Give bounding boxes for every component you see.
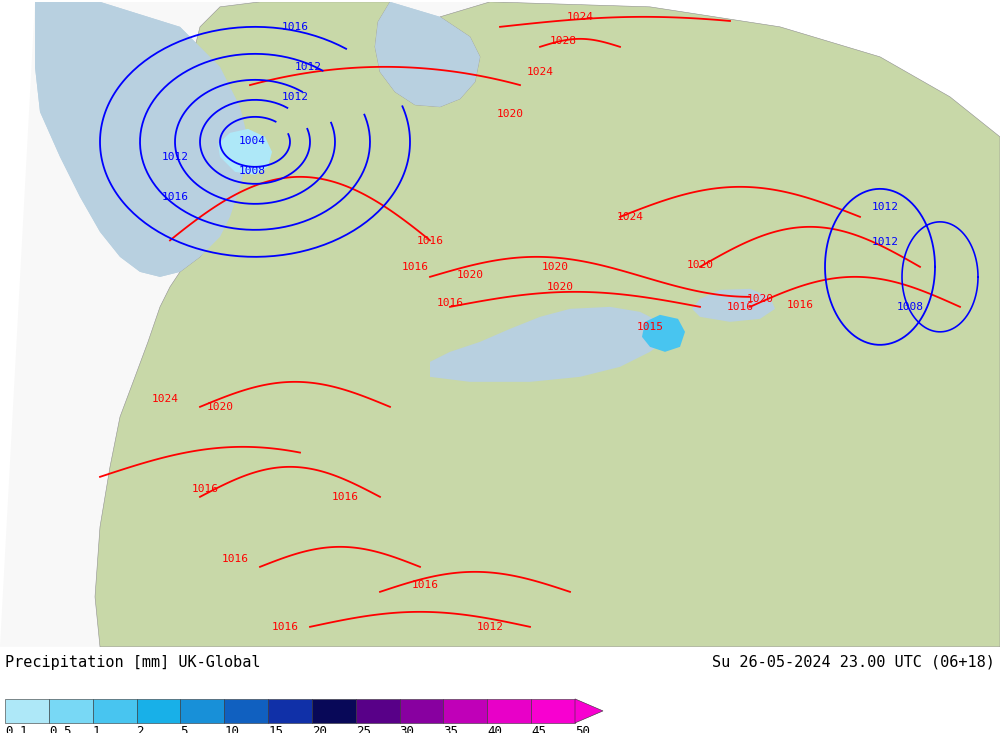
Text: 1008: 1008	[896, 302, 924, 312]
Bar	[443, 699, 487, 723]
Bar	[180, 699, 224, 723]
Text: 35: 35	[443, 725, 458, 733]
Text: 1015: 1015	[637, 322, 664, 332]
Text: 1012: 1012	[282, 92, 308, 102]
Polygon shape	[642, 315, 685, 352]
Text: 45: 45	[531, 725, 546, 733]
Text: 15: 15	[268, 725, 283, 733]
Text: Su 26-05-2024 23.00 UTC (06+18): Su 26-05-2024 23.00 UTC (06+18)	[712, 655, 995, 670]
Bar	[93, 699, 137, 723]
Text: 1020: 1020	[686, 260, 714, 270]
Text: 30: 30	[400, 725, 415, 733]
Text: 1016: 1016	[436, 298, 464, 308]
Bar	[312, 699, 356, 723]
FancyArrow shape	[575, 699, 603, 723]
Text: 1016: 1016	[162, 192, 188, 202]
Text: 1012: 1012	[162, 152, 188, 162]
Polygon shape	[375, 2, 480, 107]
Polygon shape	[0, 2, 1000, 647]
Text: 1024: 1024	[152, 394, 178, 404]
Text: 1012: 1012	[294, 62, 322, 72]
Text: 2: 2	[137, 725, 144, 733]
Text: 1016: 1016	[786, 300, 814, 310]
Bar	[49, 699, 93, 723]
Text: Precipitation [mm] UK-Global: Precipitation [mm] UK-Global	[5, 655, 260, 670]
Polygon shape	[692, 289, 775, 322]
Polygon shape	[692, 289, 775, 322]
Text: 1028: 1028	[550, 36, 576, 46]
Polygon shape	[430, 307, 670, 382]
Text: 1020: 1020	[542, 262, 568, 272]
Text: 1012: 1012	[477, 622, 504, 632]
Polygon shape	[95, 2, 1000, 647]
Text: 1020: 1020	[746, 294, 774, 304]
Text: 1016: 1016	[272, 622, 298, 632]
Text: 1016: 1016	[332, 492, 358, 502]
Text: 1024: 1024	[616, 212, 644, 222]
Bar	[531, 699, 575, 723]
Bar	[487, 699, 531, 723]
Text: 1020: 1020	[456, 270, 484, 280]
Text: 0.1: 0.1	[5, 725, 28, 733]
Text: 1016: 1016	[726, 302, 754, 312]
Polygon shape	[218, 129, 272, 175]
Text: 1020: 1020	[546, 282, 574, 292]
Text: 1008: 1008	[239, 166, 266, 176]
Text: 1016: 1016	[416, 236, 444, 246]
Text: 20: 20	[312, 725, 327, 733]
Text: 40: 40	[487, 725, 502, 733]
Text: 1016: 1016	[402, 262, 428, 272]
Text: 10: 10	[224, 725, 239, 733]
Text: 1016: 1016	[192, 484, 218, 494]
Text: 1016: 1016	[222, 554, 248, 564]
Polygon shape	[876, 247, 918, 285]
Text: 1016: 1016	[282, 22, 308, 32]
Text: 1020: 1020	[207, 402, 234, 412]
Text: 1004: 1004	[239, 136, 266, 146]
Polygon shape	[375, 2, 480, 107]
Bar	[268, 699, 312, 723]
Bar	[5, 699, 49, 723]
Text: 1012: 1012	[872, 237, 898, 247]
Polygon shape	[35, 2, 250, 277]
Bar	[224, 699, 268, 723]
Text: 25: 25	[356, 725, 371, 733]
Text: 1020: 1020	[496, 109, 524, 119]
Text: 1024: 1024	[526, 67, 554, 77]
Bar	[137, 699, 180, 723]
Text: 0.5: 0.5	[49, 725, 71, 733]
Text: 5: 5	[180, 725, 188, 733]
Bar	[400, 699, 443, 723]
Text: 1012: 1012	[872, 202, 898, 212]
Text: 1: 1	[93, 725, 100, 733]
Text: 50: 50	[575, 725, 590, 733]
Text: 1024: 1024	[566, 12, 594, 22]
Polygon shape	[430, 307, 670, 382]
Text: 1016: 1016	[412, 580, 438, 590]
Polygon shape	[35, 2, 250, 277]
Bar	[356, 699, 400, 723]
